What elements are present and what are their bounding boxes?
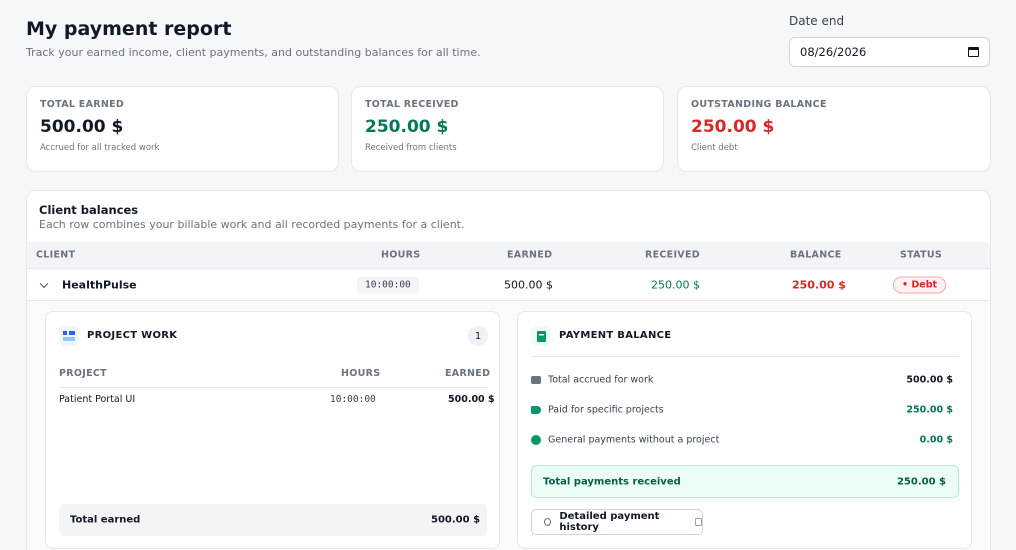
project-earned: 500.00 $ (448, 394, 495, 405)
total-received-bar: Total payments received 250.00 $ (531, 465, 959, 498)
card-label: TOTAL RECEIVED (365, 99, 459, 110)
project-work-panel: PROJECT WORK 1 PROJECT HOURS EARNED Pati… (45, 311, 500, 549)
balance-row: Paid for specific projects 250.00 $ (531, 396, 959, 424)
row-label: Total accrued for work (548, 374, 654, 386)
total-earned-bar: Total earned 500.00 $ (59, 504, 487, 536)
summary-card-earned: TOTAL EARNED 500.00 $ Accrued for all tr… (26, 86, 339, 172)
total-earned-value: 500.00 $ (431, 514, 481, 526)
payment-balance-panel: PAYMENT BALANCE Total accrued for work 5… (517, 311, 972, 549)
table-row[interactable]: HealthPulse 10:00:00 500.00 $ 250.00 $ 2… (27, 269, 990, 301)
col-client: CLIENT (36, 249, 76, 261)
total-received-label: Total payments received (543, 476, 681, 487)
total-received-value: 250.00 $ (896, 476, 946, 487)
col-received: RECEIVED (645, 249, 700, 261)
card-note: Received from clients (365, 143, 457, 153)
divider (59, 387, 487, 388)
hours-pill: 10:00:00 (357, 276, 419, 293)
row-value: 500.00 $ (906, 374, 953, 386)
history-button-label: Detailed payment history (559, 511, 660, 533)
wallet-icon (531, 326, 551, 346)
payment-balance-title: PAYMENT BALANCE (559, 330, 672, 341)
date-end-input[interactable]: 08/26/2026 (789, 37, 990, 67)
globe-icon (531, 435, 541, 445)
card-note: Client debt (691, 143, 738, 153)
project-count-badge: 1 (468, 326, 488, 346)
row-label: General payments without a project (548, 434, 720, 446)
project-hours: 10:00:00 (330, 394, 376, 405)
received-value: 250.00 $ (651, 278, 700, 291)
chevron-down-icon[interactable] (39, 279, 49, 288)
calendar-icon[interactable] (968, 47, 979, 57)
col-earned: EARNED (507, 249, 553, 261)
date-end-label: Date end (789, 14, 845, 28)
summary-card-outstanding: OUTSTANDING BALANCE 250.00 $ Client debt (677, 86, 991, 172)
col-earned: EARNED (445, 368, 491, 379)
client-name: HealthPulse (62, 278, 137, 291)
balance-value: 250.00 $ (792, 278, 846, 291)
earned-value: 500.00 $ (504, 278, 553, 291)
table-header: CLIENT HOURS EARNED RECEIVED BALANCE STA… (27, 242, 990, 269)
card-note: Accrued for all tracked work (40, 143, 160, 153)
card-label: TOTAL EARNED (40, 99, 125, 110)
section-subtitle: Each row combines your billable work and… (39, 218, 465, 231)
row-value: 0.00 $ (919, 434, 953, 446)
project-name: Patient Portal UI (59, 394, 136, 405)
divider (531, 356, 959, 357)
col-hours: HOURS (381, 249, 421, 261)
balance-row: Total accrued for work 500.00 $ (531, 366, 959, 394)
client-balances-section: Client balances Each row combines your b… (26, 190, 991, 550)
expanded-details: PROJECT WORK 1 PROJECT HOURS EARNED Pati… (27, 301, 990, 550)
date-value: 08/26/2026 (800, 45, 867, 59)
tag-icon (531, 406, 541, 414)
card-label: OUTSTANDING BALANCE (691, 99, 827, 110)
total-earned-label: Total earned (70, 514, 141, 526)
card-value: 250.00 $ (365, 117, 449, 137)
payment-history-button[interactable]: Detailed payment history (531, 509, 703, 535)
col-status: STATUS (900, 249, 943, 261)
col-hours: HOURS (341, 368, 381, 379)
page-subtitle: Track your earned income, client payment… (26, 46, 481, 59)
section-title: Client balances (39, 203, 139, 217)
summary-card-received: TOTAL RECEIVED 250.00 $ Received from cl… (351, 86, 664, 172)
col-balance: BALANCE (790, 249, 842, 261)
balance-row: General payments without a project 0.00 … (531, 426, 959, 454)
col-project: PROJECT (59, 368, 107, 379)
search-icon (544, 518, 552, 526)
row-value: 250.00 $ (906, 404, 953, 416)
status-badge: • Debt (893, 276, 947, 293)
card-value: 250.00 $ (691, 117, 775, 137)
project-icon (59, 326, 79, 346)
project-work-title: PROJECT WORK (87, 330, 178, 341)
external-link-icon (694, 518, 702, 526)
card-value: 500.00 $ (40, 117, 124, 137)
row-label: Paid for specific projects (548, 404, 664, 416)
briefcase-icon (531, 376, 541, 384)
page-title: My payment report (26, 18, 232, 40)
